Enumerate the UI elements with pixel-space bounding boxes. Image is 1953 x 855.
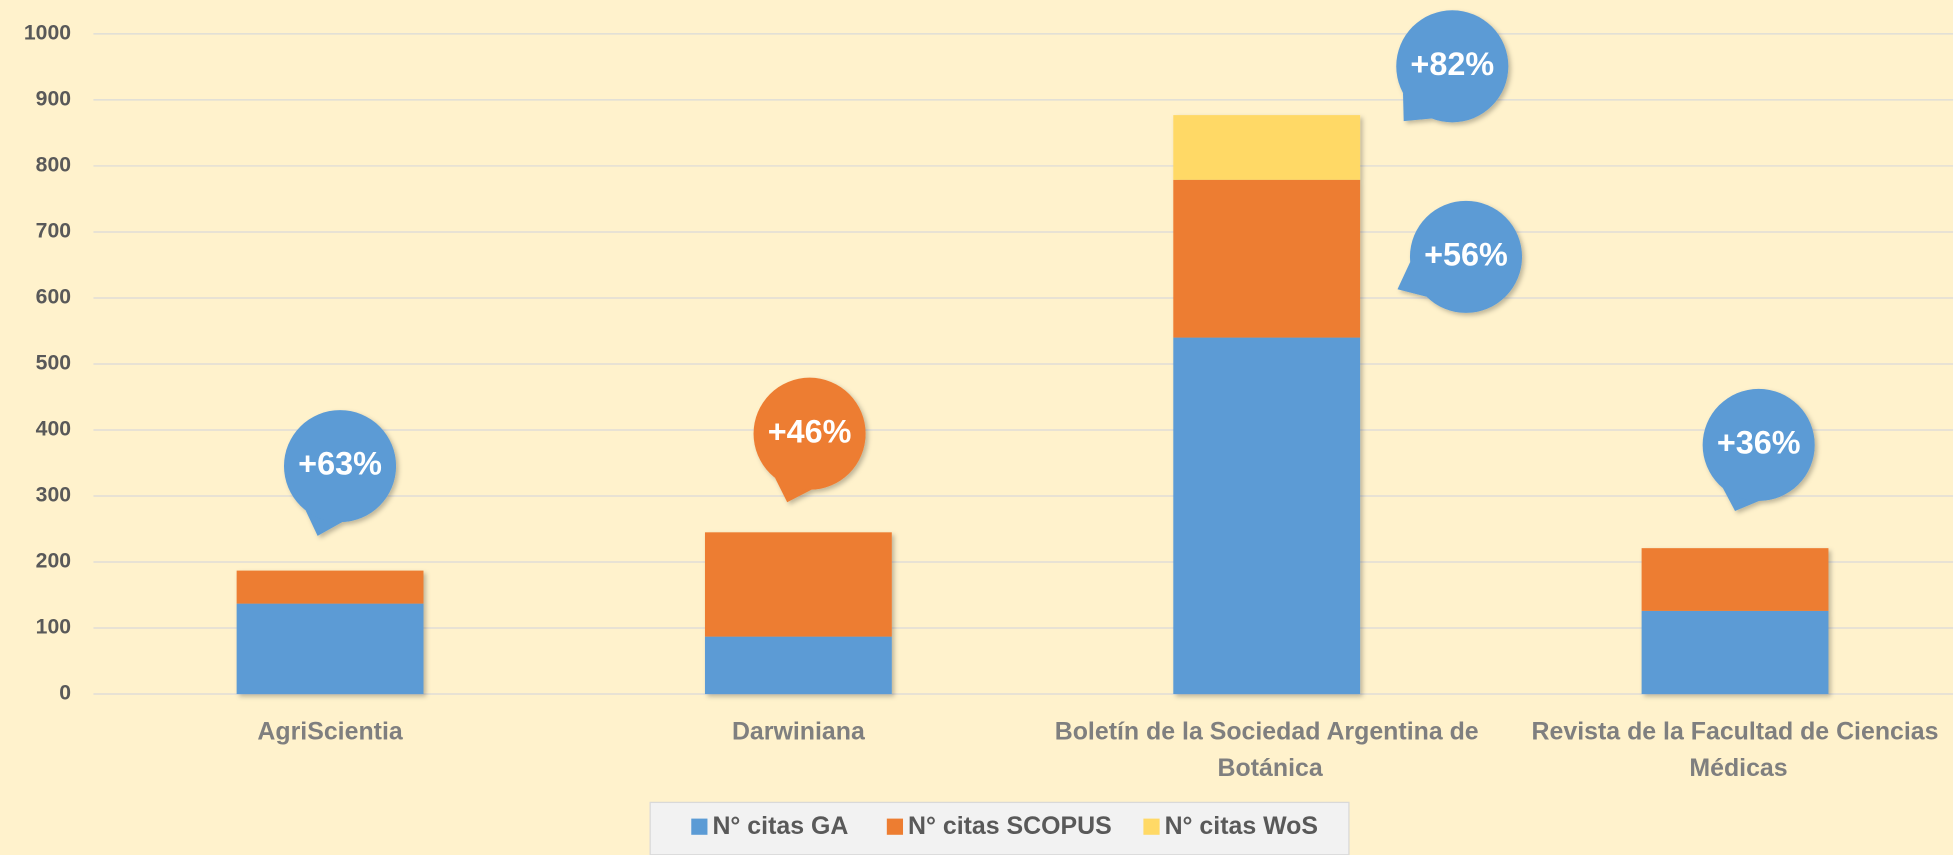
callout-bubble xyxy=(1396,10,1509,123)
legend-label: N° citas WoS xyxy=(1165,812,1318,840)
callout-bubble xyxy=(283,410,397,523)
bar-stack xyxy=(1641,548,1829,695)
bar-segment xyxy=(1173,179,1361,338)
x-tick-label: AgriScientia xyxy=(257,717,403,745)
callout xyxy=(1396,10,1509,123)
y-tick-label: 900 xyxy=(36,88,71,111)
callout-label: +82% xyxy=(1410,46,1494,82)
bar-stack xyxy=(704,532,892,695)
bar-segment xyxy=(704,636,892,695)
y-tick-label: 200 xyxy=(36,550,71,573)
y-tick-label: 300 xyxy=(36,484,71,507)
y-tick-label: 0 xyxy=(59,682,71,705)
legend-swatch xyxy=(691,818,708,835)
legend-label: N° citas GA xyxy=(712,812,848,840)
bar-stack xyxy=(1173,115,1361,695)
callout-tail xyxy=(1397,261,1427,297)
x-tick-label: Boletín de la Sociedad Argentina de Botá… xyxy=(1055,717,1479,781)
callout xyxy=(753,377,866,503)
callout xyxy=(283,410,397,536)
y-tick-label: 700 xyxy=(36,220,71,243)
callout-label: +56% xyxy=(1424,236,1508,272)
callout-bubble xyxy=(1702,388,1815,501)
bar-segment xyxy=(236,570,424,604)
bar-segment xyxy=(704,532,892,637)
callout-label: +63% xyxy=(298,446,382,482)
y-tick-label: 400 xyxy=(36,418,71,441)
callout-label: +36% xyxy=(1717,424,1801,460)
callout-tail xyxy=(774,477,812,503)
legend-swatch xyxy=(1143,818,1160,835)
legend-swatch xyxy=(886,818,904,835)
x-tick-label: Darwiniana xyxy=(732,717,866,745)
callout-tail xyxy=(305,510,343,536)
callout-bubble xyxy=(753,377,866,490)
y-tick-label: 800 xyxy=(36,154,71,177)
bar-segment xyxy=(1173,337,1361,695)
y-tick-label: 600 xyxy=(36,286,71,309)
callout xyxy=(1397,200,1523,313)
y-tick-label: 500 xyxy=(36,352,71,375)
callout-bubble xyxy=(1409,200,1523,313)
bar-segment xyxy=(236,603,424,695)
bar-segment xyxy=(1641,610,1829,695)
bar-segment xyxy=(1641,548,1829,611)
x-tick-label: Revista de la Facultad de Ciencias Médic… xyxy=(1532,717,1939,781)
bar-segment xyxy=(1173,115,1361,180)
callout-label: +46% xyxy=(768,413,852,449)
y-tick-label: 1000 xyxy=(24,22,71,45)
legend-label: N° citas SCOPUS xyxy=(908,812,1112,840)
callout xyxy=(1702,388,1815,511)
bar-stack xyxy=(236,570,424,695)
y-tick-label: 100 xyxy=(36,616,71,639)
